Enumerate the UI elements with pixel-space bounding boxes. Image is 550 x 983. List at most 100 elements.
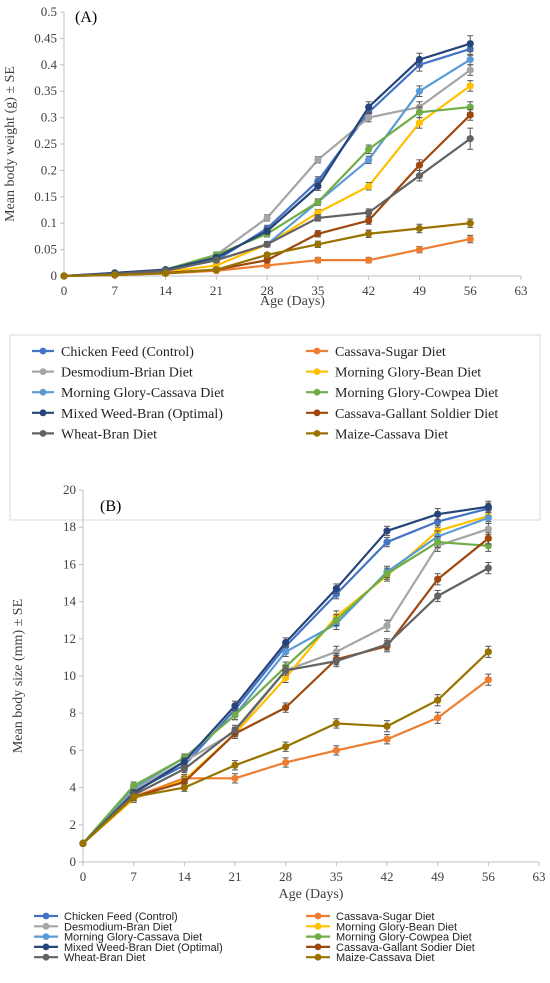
data-point — [282, 758, 290, 767]
data-point — [434, 592, 442, 600]
series-10 — [79, 645, 492, 848]
chart-b: 0 2 4 6 8 10 12 14 16 18 20 0 7 14 21 28 35 42 49 56 63 Age (… — [11, 482, 546, 964]
legend-swatch-marker — [39, 388, 47, 396]
legend-label: Desmodium-Bran Diet — [64, 921, 172, 933]
data-point — [365, 216, 373, 225]
data-point — [79, 839, 87, 848]
y-tick-label: 16 — [63, 556, 77, 571]
data-point — [231, 711, 239, 719]
data-point — [484, 648, 492, 656]
data-point — [383, 538, 391, 546]
data-point — [415, 108, 424, 116]
x-tick-label: 21 — [229, 869, 242, 884]
legend-label: Mixed Weed-Bran (Optimal) — [61, 407, 223, 422]
legend: Chicken Feed (Control) Cassava-Sugar Diet… — [9, 334, 541, 521]
data-point — [466, 66, 474, 74]
data-point — [180, 757, 188, 766]
data-point — [434, 510, 442, 518]
x-tick-label: 7 — [130, 869, 137, 884]
data-point — [263, 261, 271, 270]
legend-item: Cassava-Sugar Diet — [306, 911, 434, 923]
x-axis-title: Age (Days) — [279, 887, 344, 902]
legend-swatch-marker — [313, 409, 321, 417]
y-axis-title: Mean body weight (g) ± SE — [3, 66, 18, 222]
legend-swatch-marker — [313, 388, 321, 396]
legend-item: Morning Glory-Bean Diet — [306, 366, 481, 381]
data-point — [434, 696, 442, 704]
data-point — [383, 735, 391, 743]
legend-swatch-marker — [42, 943, 50, 951]
legend-label: Morning Glory-Bean Diet — [336, 921, 457, 933]
data-point — [212, 266, 220, 274]
y-tick-label: 6 — [70, 742, 77, 757]
legend-swatch-marker — [42, 933, 50, 940]
series-6 — [79, 536, 492, 848]
y-tick-label: 12 — [63, 631, 76, 646]
legend-label: Morning Glory-Cowpea Diet — [336, 932, 472, 944]
data-point — [282, 666, 290, 675]
legend-item: Desmodium-Brian Diet — [32, 366, 193, 381]
legend-label: Mixed Weed-Bran Diet (Optimal) — [64, 942, 223, 954]
legend-item: Morning Glory-Cassava Diet — [34, 932, 202, 944]
legend-swatch-marker — [39, 368, 47, 375]
panel-label: (B) — [100, 498, 121, 515]
legend-swatch-marker — [313, 430, 321, 437]
data-point — [466, 111, 474, 119]
data-point — [434, 538, 442, 546]
data-point — [180, 784, 188, 792]
data-point — [332, 590, 340, 598]
data-point — [332, 746, 340, 755]
series-10 — [60, 218, 474, 280]
y-tick-label: 0.25 — [34, 136, 57, 151]
legend-swatch-marker — [39, 409, 47, 417]
data-point — [484, 676, 492, 684]
data-point — [332, 719, 340, 728]
series-line — [82, 528, 489, 845]
panel-label: (A) — [75, 9, 97, 26]
y-tick-label: 10 — [63, 668, 76, 683]
y-tick-label: 0.2 — [41, 162, 57, 177]
data-point — [314, 182, 322, 190]
data-point — [332, 657, 340, 665]
data-point — [332, 616, 340, 624]
legend-item: Morning Glory-Cassava Diet — [32, 386, 224, 401]
x-tick-label: 7 — [112, 283, 119, 298]
data-point — [332, 584, 340, 593]
data-point — [415, 119, 424, 127]
x-tick-label: 0 — [80, 869, 87, 884]
legend-item: Wheat-Bran Diet — [34, 952, 145, 964]
data-point — [365, 182, 373, 190]
data-point — [231, 774, 239, 782]
data-point — [314, 198, 322, 206]
x-axis-title: Age (Days) — [260, 294, 325, 309]
legend-item: Desmodium-Bran Diet — [34, 921, 172, 933]
series-9 — [79, 562, 492, 848]
series-8 — [79, 532, 492, 848]
legend-swatch-marker — [313, 368, 321, 375]
legend-frame — [9, 334, 541, 521]
data-point — [434, 714, 442, 722]
data-point — [484, 514, 492, 522]
data-point — [466, 103, 474, 111]
data-point — [231, 761, 239, 769]
data-point — [212, 256, 220, 264]
x-tick-label: 21 — [210, 283, 223, 298]
data-point — [415, 172, 424, 180]
data-point — [60, 272, 68, 280]
y-tick-label: 0.15 — [34, 189, 57, 204]
legend-label: Desmodium-Brian Diet — [61, 366, 193, 381]
data-point — [383, 640, 391, 648]
x-tick-label: 0 — [61, 283, 68, 298]
data-point — [466, 40, 474, 48]
y-tick-label: 0.05 — [34, 242, 57, 257]
data-point — [231, 702, 239, 710]
legend-item: Cassava-Gallant Soldier Diet — [306, 407, 498, 422]
data-point — [466, 82, 474, 90]
data-point — [415, 224, 424, 233]
legend-item: Mixed Weed-Bran Diet (Optimal) — [34, 942, 223, 954]
legend-swatch-marker — [314, 912, 322, 920]
y-tick-label: 0.4 — [41, 57, 58, 72]
data-point — [365, 103, 373, 111]
legend-label: Wheat-Bran Diet — [61, 427, 157, 442]
legend-item: Chicken Feed (Control) — [32, 345, 194, 360]
